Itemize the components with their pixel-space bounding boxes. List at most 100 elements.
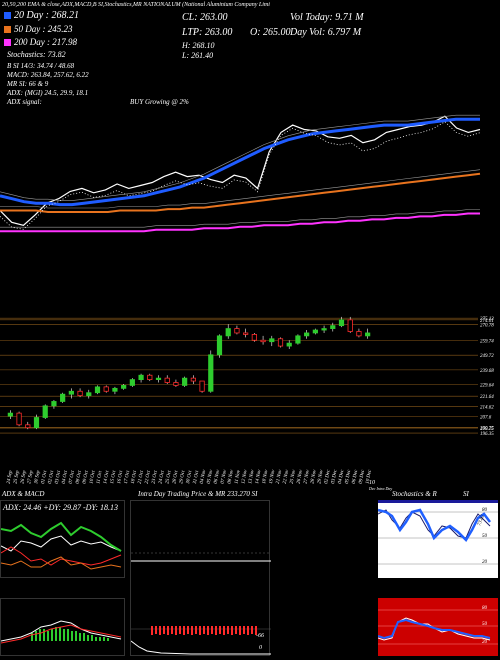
stochastics-title-text: Stochastics & R (392, 490, 437, 498)
price-label: 259.74 (480, 340, 494, 345)
stoch-y-20: 20 (482, 560, 487, 565)
intraday-tick-label: -66 (256, 633, 264, 639)
price-label: 196.35 (480, 432, 494, 437)
candle (33, 417, 40, 429)
dotted-line (0, 121, 481, 230)
candle (208, 354, 214, 392)
end-date-label: 10 (369, 480, 375, 486)
price-label: 214.62 (480, 405, 494, 410)
candle (16, 412, 22, 426)
candle (216, 335, 223, 356)
candle (60, 393, 66, 402)
candle (243, 332, 249, 335)
price-label: 221.64 (480, 395, 494, 400)
date-label: 31 Oct (193, 470, 200, 485)
date-label: 26 Sep (20, 470, 27, 485)
price-label: 249.72 (480, 354, 494, 359)
date-label: 05 Dec (345, 469, 353, 485)
date-label: 13 Nov (248, 469, 256, 485)
price-label: 229.64 (480, 384, 494, 389)
intraday-suffix: SI (251, 490, 258, 498)
ema50-label: 50 Day : 245.23 (14, 24, 73, 34)
date-labels: 24 Sep 25 Sep 26 Sep 27 Sep 30 Sep 01 Oct 02 O… (6, 469, 373, 485)
date-label: 17 Oct (124, 470, 131, 485)
candle (251, 334, 257, 341)
ema200-label: 200 Day : 217.98 (14, 37, 77, 47)
price-label: 239.68 (480, 369, 494, 374)
adx-label: ADX: (MGI) 24.5, 29.9, 18.1 (7, 89, 89, 97)
end-date-sublabel: Dec Intra Day (369, 486, 393, 491)
stochastics-panel: 80 50 20 73.82 (378, 500, 498, 578)
candle (121, 385, 127, 389)
signal-value: BUY Growing @ 2% (130, 98, 189, 106)
ema200-legend: 200 Day : 217.98 (4, 38, 77, 47)
day-vol-value: Day Vol: 6.797 M (290, 27, 362, 38)
vol-today-value: Vol Today: 9.71 M (290, 12, 364, 23)
price-gridlines (0, 317, 478, 434)
candle (269, 338, 275, 343)
date-label: 30 Sep (34, 470, 41, 485)
date-label: 28 Oct (172, 470, 179, 485)
ema-line-0 (0, 117, 480, 207)
candle (365, 332, 371, 337)
candle (225, 328, 231, 337)
date-label: 06 Nov (214, 469, 222, 485)
top-strip: 20,50,200 EMA & close,ADX,MACD,B SI,Stoc… (2, 2, 270, 8)
date-label: 29 Nov (317, 469, 325, 485)
stoch-y-80: 80 (482, 508, 487, 513)
candle (94, 386, 101, 394)
plus-dy-value: +DY: 29.87 (43, 503, 81, 512)
candle (112, 387, 118, 392)
adx-macd-title: ADX & MACD (2, 490, 45, 498)
date-label: 24 Oct (158, 470, 165, 485)
close-line (0, 115, 481, 226)
adx-signal-label: ADX signal: (7, 98, 42, 106)
candle (147, 374, 153, 381)
macd-lines (1, 620, 122, 644)
price-label: 199.75 (480, 427, 494, 432)
price-label: 270.78 (480, 324, 494, 329)
candle (199, 380, 205, 392)
adx-value: ADX: 24.46 (3, 503, 42, 512)
date-label: 02 Oct (48, 470, 55, 485)
date-label: 29 Oct (179, 470, 186, 485)
intraday-title-text: Intra Day Trading Price & MR (138, 490, 226, 498)
ema-line-1 (0, 172, 481, 213)
date-label: 04 Oct (62, 470, 69, 485)
minus-dy-value: -DY: 18.13 (83, 503, 119, 512)
date-label: 09 Dec (359, 469, 367, 485)
mr-si-label: MR SI: 66 & 9 (7, 80, 49, 88)
ema-shadow-2 (0, 209, 480, 228)
date-label: 12 Nov (241, 469, 249, 485)
b-si-label: B SI 14/3: 34.74 / 48.68 (7, 62, 75, 70)
adx-panel: ADX: 24.46 +DY: 29.87 -DY: 18.13 (0, 500, 125, 578)
ema20-swatch (4, 12, 11, 19)
ema-line-2 (0, 212, 480, 233)
intraday-lines (131, 552, 271, 655)
candle (304, 332, 310, 337)
date-label: 11 Nov (234, 469, 241, 484)
date-label: 03 Oct (55, 470, 62, 485)
ema-shadow-0 (0, 114, 480, 201)
date-label: 18 Oct (131, 470, 138, 485)
date-label: 06 Dec (352, 469, 360, 485)
date-label: 07 Oct (69, 470, 76, 485)
date-label: 27 Sep (27, 470, 34, 485)
intraday-zero-label: 0 (259, 645, 262, 651)
rsi-y-20: 20 (482, 640, 487, 645)
ema-lines (0, 114, 481, 233)
date-label: 21 Nov (276, 469, 284, 485)
date-label: 01 Oct (41, 470, 48, 485)
candle (86, 392, 92, 397)
open-value: O: 265.00 (250, 27, 291, 38)
adx-lines (1, 521, 122, 570)
candle (77, 390, 83, 397)
macd-label: MACD: 263.84, 257.62, 6.22 (7, 71, 89, 79)
date-label: 28 Nov (310, 469, 318, 485)
date-label: 27 Nov (303, 469, 311, 485)
candle (312, 329, 318, 334)
stochastics-title: Stochastics & R (392, 490, 437, 498)
price-label: 200.25 (480, 426, 494, 431)
